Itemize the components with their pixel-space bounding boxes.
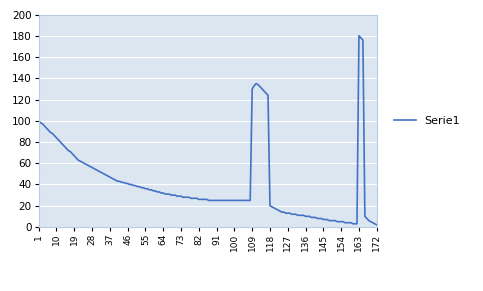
Serie1	[216, 199, 222, 202]
Serie1	[374, 223, 380, 227]
Serie1	[61, 145, 67, 148]
Line: Serie1: Serie1	[39, 36, 377, 225]
Legend: Serie1: Serie1	[389, 111, 465, 130]
Serie1	[188, 196, 194, 200]
Serie1	[135, 185, 141, 188]
Serie1	[144, 187, 150, 191]
Serie1	[235, 199, 241, 202]
Serie1	[36, 119, 42, 123]
Serie1	[356, 34, 362, 38]
